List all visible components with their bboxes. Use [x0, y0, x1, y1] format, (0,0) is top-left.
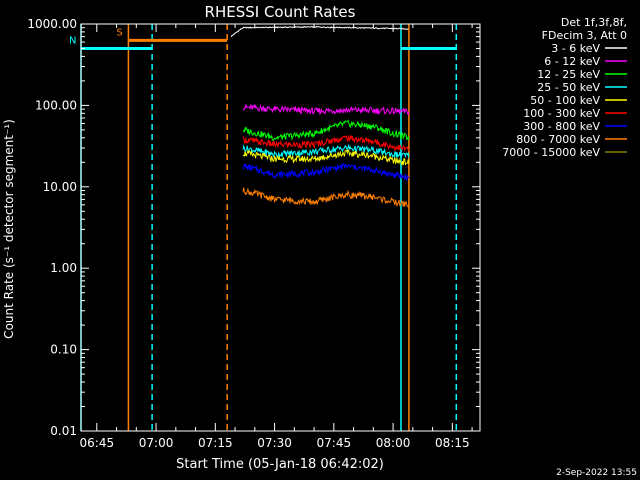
y-tick-label-2: 1.00: [50, 261, 77, 275]
x-tick-label-1: 07:00: [139, 436, 174, 450]
series-line-5: [242, 135, 410, 152]
series-line-3: [242, 143, 410, 160]
plot-frame: [80, 23, 481, 432]
legend-header-line-2: FDecim 3, Att 0: [542, 29, 627, 42]
annotation-label-1: N: [69, 36, 76, 47]
y-tick-label-3: 10.00: [43, 180, 77, 194]
series-line-2: [242, 119, 410, 141]
series-line-6: [242, 162, 410, 182]
x-tick-label-5: 08:00: [376, 436, 411, 450]
footer-date: 2-Sep-2022 13:55: [556, 468, 637, 478]
legend-label-7: 800 - 7000 keV: [516, 133, 600, 146]
y-tick-label-0: 0.01: [50, 424, 77, 438]
x-tick-label-6: 08:15: [435, 436, 470, 450]
y-tick-label-1: 0.10: [50, 343, 77, 357]
series-line-0: [230, 25, 409, 38]
legend-label-6: 300 - 800 keV: [523, 120, 600, 133]
annotation-label-0: S: [116, 27, 122, 38]
legend-header-line-1: Det 1f,3f,8f,: [561, 16, 627, 29]
series-line-7: [242, 187, 410, 208]
x-tick-label-3: 07:30: [257, 436, 292, 450]
y-axis-label: Count Rate (s⁻¹ detector segment⁻¹): [2, 119, 16, 339]
x-tick-label-0: 06:45: [80, 436, 115, 450]
chart-title: RHESSI Count Rates: [205, 3, 356, 21]
x-tick-label-2: 07:15: [198, 436, 233, 450]
plot-layer: SN: [69, 24, 458, 431]
legend-label-1: 6 - 12 keV: [544, 55, 600, 68]
series-line-4: [242, 149, 410, 167]
legend-label-3: 25 - 50 keV: [537, 81, 600, 94]
y-tick-label-4: 100.00: [35, 98, 77, 112]
x-axis-label: Start Time (05-Jan-18 06:42:02): [176, 457, 384, 472]
legend-label-5: 100 - 300 keV: [523, 107, 600, 120]
legend-label-8: 7000 - 15000 keV: [502, 146, 600, 159]
series-line-1: [242, 103, 410, 117]
y-tick-label-5: 1000.00: [27, 17, 77, 31]
legend-label-4: 50 - 100 keV: [530, 94, 600, 107]
x-tick-label-4: 07:45: [317, 436, 352, 450]
axes: 0.01 0.10 1.00 10.00 100.00 1000.00 06:45 07:00…: [27, 17, 480, 450]
legend-label-2: 12 - 25 keV: [537, 68, 600, 81]
legend-label-0: 3 - 6 keV: [551, 42, 600, 55]
